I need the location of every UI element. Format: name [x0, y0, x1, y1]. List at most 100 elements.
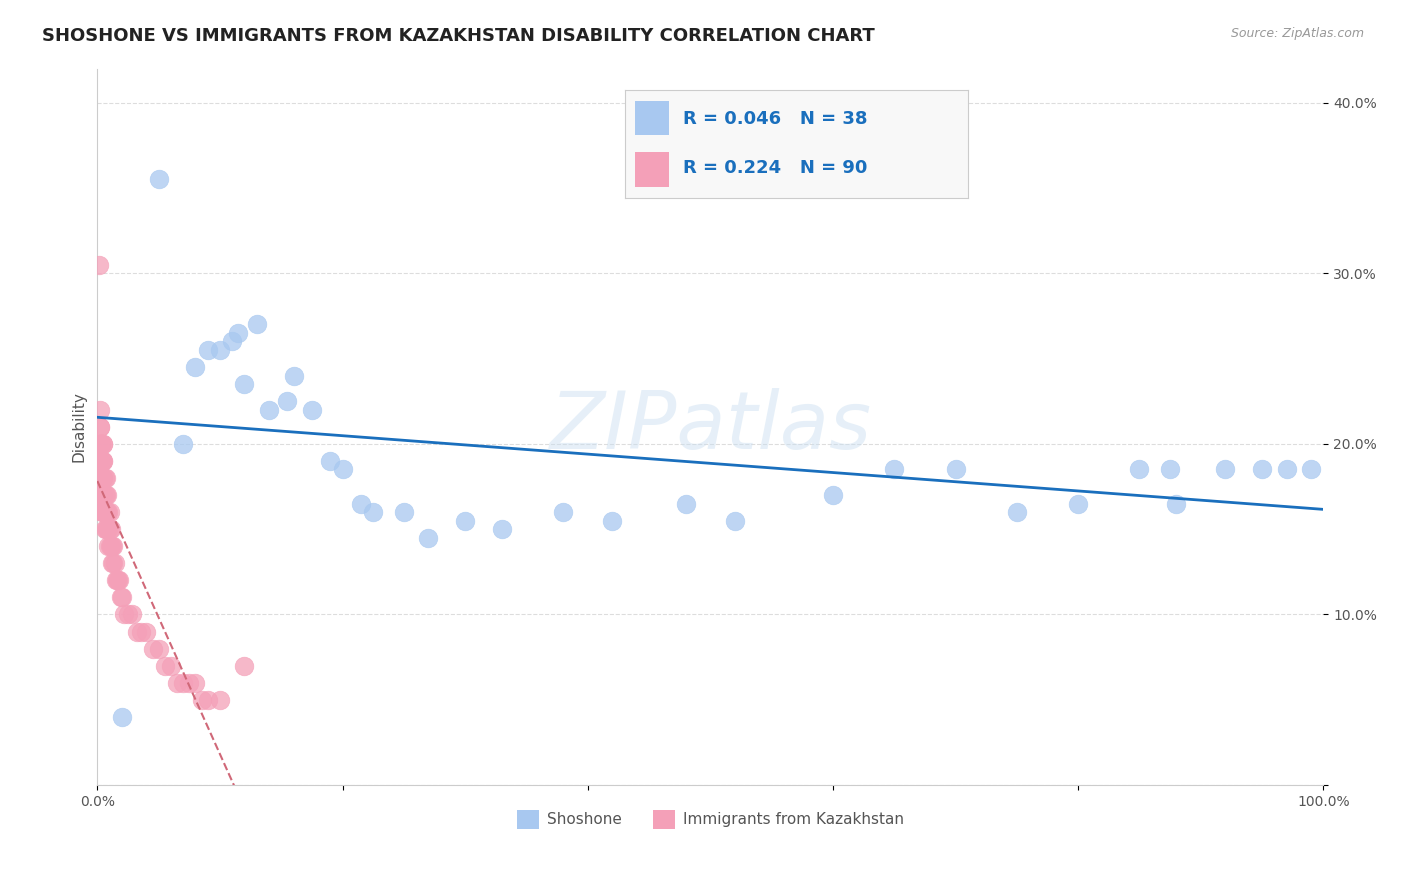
Point — [89, 419, 111, 434]
Point — [172, 437, 194, 451]
Point — [90, 471, 112, 485]
Point — [91, 454, 114, 468]
Text: Source: ZipAtlas.com: Source: ZipAtlas.com — [1230, 27, 1364, 40]
Point — [945, 462, 967, 476]
Point — [93, 454, 115, 468]
Point — [104, 574, 127, 588]
Point — [98, 539, 121, 553]
Point — [91, 454, 114, 468]
Point — [350, 497, 373, 511]
Point — [89, 437, 111, 451]
Point — [110, 591, 132, 605]
Point — [111, 591, 134, 605]
Point — [1299, 462, 1322, 476]
Point — [125, 624, 148, 639]
Point — [135, 624, 157, 639]
Point — [87, 258, 110, 272]
Point — [233, 377, 256, 392]
Point — [724, 514, 747, 528]
Point — [600, 514, 623, 528]
Point — [1067, 497, 1090, 511]
Point — [179, 675, 201, 690]
Point — [90, 488, 112, 502]
Point — [153, 658, 176, 673]
Point — [101, 539, 124, 553]
Text: ZIPatlas: ZIPatlas — [550, 388, 872, 466]
Point — [90, 454, 112, 468]
Point — [1166, 497, 1188, 511]
Point — [675, 497, 697, 511]
Point — [121, 607, 143, 622]
Point — [98, 505, 121, 519]
Point — [97, 539, 120, 553]
Point — [184, 360, 207, 375]
Point — [1213, 462, 1236, 476]
Point — [94, 522, 117, 536]
Point — [94, 488, 117, 502]
Point — [90, 471, 112, 485]
Point — [172, 675, 194, 690]
Point — [90, 488, 112, 502]
Point — [184, 675, 207, 690]
Point — [111, 710, 134, 724]
Point — [87, 454, 110, 468]
Point — [93, 454, 115, 468]
Point — [100, 539, 122, 553]
Point — [418, 531, 440, 545]
Point — [1251, 462, 1274, 476]
Point — [108, 574, 131, 588]
Point — [332, 462, 354, 476]
Point — [93, 471, 115, 485]
Point — [87, 471, 110, 485]
Point — [361, 505, 384, 519]
Point — [246, 318, 269, 332]
Point — [103, 539, 125, 553]
Point — [117, 607, 139, 622]
Point — [90, 471, 112, 485]
Point — [93, 471, 115, 485]
Point — [90, 437, 112, 451]
Point — [821, 488, 844, 502]
Point — [93, 505, 115, 519]
Point — [233, 658, 256, 673]
Point — [94, 471, 117, 485]
Point — [97, 522, 120, 536]
Point — [1005, 505, 1028, 519]
Point — [98, 522, 121, 536]
Point — [89, 437, 111, 451]
Point — [392, 505, 415, 519]
Point — [93, 488, 115, 502]
Point — [96, 522, 118, 536]
Point — [89, 402, 111, 417]
Point — [91, 488, 114, 502]
Y-axis label: Disability: Disability — [72, 392, 86, 462]
Point — [553, 505, 575, 519]
Point — [208, 343, 231, 357]
Point — [148, 172, 170, 186]
Point — [93, 488, 115, 502]
Point — [491, 522, 513, 536]
Point — [197, 693, 219, 707]
Point — [131, 624, 153, 639]
Point — [319, 454, 342, 468]
Point — [93, 471, 115, 485]
Point — [148, 641, 170, 656]
Point — [454, 514, 477, 528]
Point — [90, 488, 112, 502]
Point — [90, 488, 112, 502]
Point — [1128, 462, 1150, 476]
Point — [97, 505, 120, 519]
Point — [166, 675, 188, 690]
Point — [190, 693, 212, 707]
Point — [91, 471, 114, 485]
Point — [107, 574, 129, 588]
Point — [91, 471, 114, 485]
Point — [221, 334, 243, 349]
Point — [101, 556, 124, 570]
Point — [112, 607, 135, 622]
Point — [89, 471, 111, 485]
Point — [93, 488, 115, 502]
Point — [89, 454, 111, 468]
Point — [90, 471, 112, 485]
Point — [105, 574, 128, 588]
